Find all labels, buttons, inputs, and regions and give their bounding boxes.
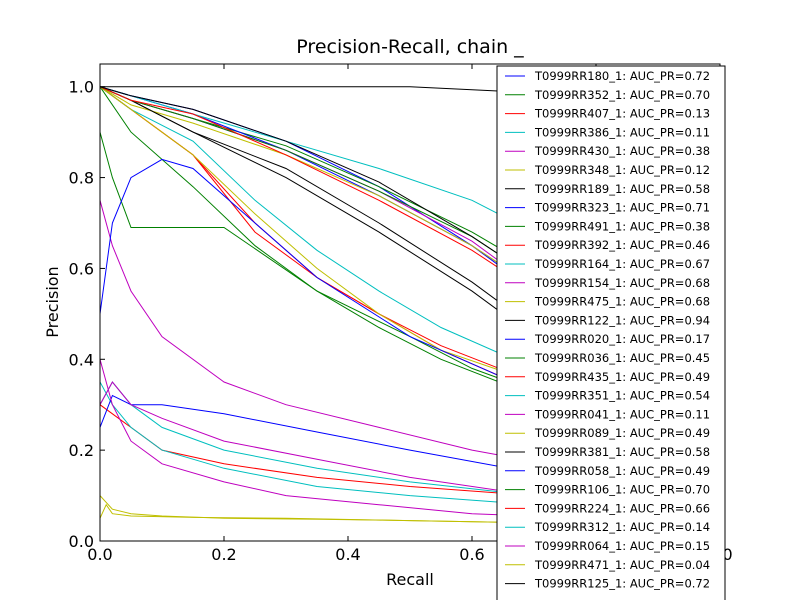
legend-entry-5: T0999RR430_1: AUC_PR=0.38 <box>534 144 710 158</box>
legend-entry-3: T0999RR407_1: AUC_PR=0.13 <box>534 107 710 121</box>
legend-entry-17: T0999RR435_1: AUC_PR=0.49 <box>534 370 710 384</box>
x-axis-label: Recall <box>386 570 434 589</box>
legend-entry-26: T0999RR064_1: AUC_PR=0.15 <box>534 539 710 553</box>
y-tick-label: 0.4 <box>69 350 94 369</box>
x-tick-label: 0.2 <box>211 545 236 564</box>
x-tick-label: 0.0 <box>87 545 112 564</box>
x-tick-label: 0.6 <box>459 545 484 564</box>
legend-entry-2: T0999RR352_1: AUC_PR=0.70 <box>534 88 710 102</box>
y-tick-label: 1.0 <box>69 78 94 97</box>
legend-entry-20: T0999RR089_1: AUC_PR=0.49 <box>534 426 710 440</box>
legend-entry-18: T0999RR351_1: AUC_PR=0.54 <box>534 389 710 403</box>
legend-entry-28: T0999RR125_1: AUC_PR=0.72 <box>534 577 710 591</box>
legend-entry-15: T0999RR020_1: AUC_PR=0.17 <box>534 332 710 346</box>
legend-entry-7: T0999RR189_1: AUC_PR=0.58 <box>534 182 710 196</box>
legend-entry-14: T0999RR122_1: AUC_PR=0.94 <box>534 313 710 327</box>
legend-entry-11: T0999RR164_1: AUC_PR=0.67 <box>534 257 710 271</box>
legend-entry-4: T0999RR386_1: AUC_PR=0.11 <box>534 125 710 139</box>
legend-entry-21: T0999RR381_1: AUC_PR=0.58 <box>534 445 710 459</box>
legend-entry-8: T0999RR323_1: AUC_PR=0.71 <box>534 201 710 215</box>
legend-entry-19: T0999RR041_1: AUC_PR=0.11 <box>534 407 710 421</box>
chart-title: Precision-Recall, chain _ <box>296 36 524 58</box>
legend-entry-16: T0999RR036_1: AUC_PR=0.45 <box>534 351 710 365</box>
legend-entry-6: T0999RR348_1: AUC_PR=0.12 <box>534 163 710 177</box>
legend-entry-22: T0999RR058_1: AUC_PR=0.49 <box>534 464 710 478</box>
y-tick-label: 0.6 <box>69 259 94 278</box>
y-tick-label: 0.2 <box>69 441 94 460</box>
legend-entry-24: T0999RR224_1: AUC_PR=0.66 <box>534 501 710 515</box>
y-tick-label: 0.0 <box>69 532 94 551</box>
legend-entry-13: T0999RR475_1: AUC_PR=0.68 <box>534 295 710 309</box>
legend-entry-10: T0999RR392_1: AUC_PR=0.46 <box>534 238 710 252</box>
legend-entry-1: T0999RR180_1: AUC_PR=0.72 <box>534 69 710 83</box>
legend-entry-9: T0999RR491_1: AUC_PR=0.38 <box>534 219 710 233</box>
legend-box <box>496 65 726 600</box>
x-tick-label: 0.4 <box>335 545 360 564</box>
y-tick-label: 0.8 <box>69 169 94 188</box>
y-axis-label: Precision <box>43 266 62 337</box>
legend: T0999RR180_1: AUC_PR=0.72 T0999RR352_1: A… <box>496 65 726 600</box>
series-line-22 <box>100 158 720 474</box>
legend-entry-23: T0999RR106_1: AUC_PR=0.70 <box>534 483 710 497</box>
legend-entry-12: T0999RR154_1: AUC_PR=0.68 <box>534 276 710 290</box>
legend-entry-27: T0999RR471_1: AUC_PR=0.04 <box>534 558 710 572</box>
legend-entry-25: T0999RR312_1: AUC_PR=0.14 <box>534 520 710 534</box>
